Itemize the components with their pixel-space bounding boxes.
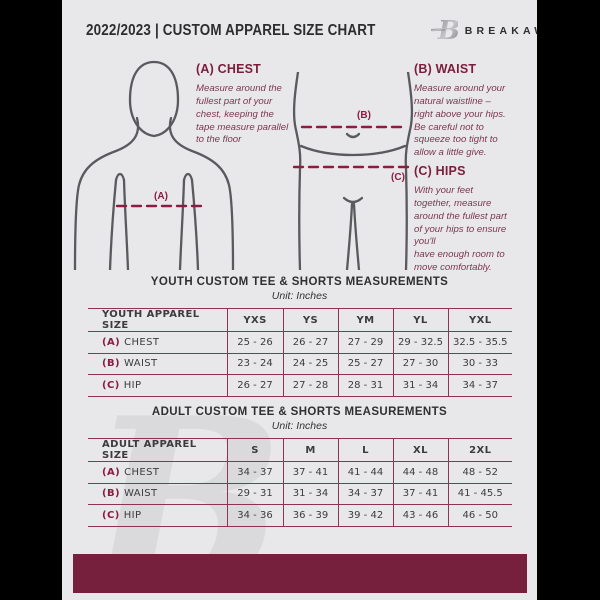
chest-measurement-figure: (A) bbox=[70, 52, 238, 275]
table-row: (C) HIP 26 - 27 27 - 28 28 - 31 31 - 34 3… bbox=[88, 374, 512, 397]
left-shoulder-arm bbox=[73, 116, 140, 272]
brand-lockup: B BREAKAWAY bbox=[430, 15, 537, 48]
adult-header-row: ADULT APPAREL SIZE S M L XL 2XL bbox=[88, 438, 512, 462]
header: 2022/2023 | CUSTOM APPAREL SIZE CHART B … bbox=[86, 16, 537, 46]
youth-size-table: YOUTH APPAREL SIZE YXS YS YM YL YXL (A) C… bbox=[88, 308, 512, 397]
right-torso-leg bbox=[404, 70, 414, 272]
table-row: (C) HIP 34 - 36 36 - 39 39 - 42 43 - 46 4… bbox=[88, 504, 512, 527]
table-row: (B) WAIST 29 - 31 31 - 34 34 - 37 37 - 41… bbox=[88, 483, 512, 505]
adult-table-title: ADULT CUSTOM TEE & SHORTS MEASUREMENTS bbox=[151, 406, 448, 418]
page-title: 2022/2023 | CUSTOM APPAREL SIZE CHART bbox=[86, 22, 376, 39]
svg-text:B: B bbox=[437, 16, 458, 43]
hips-heading: (C) HIPS bbox=[414, 164, 466, 178]
table-row: (A) CHEST 25 - 26 26 - 27 27 - 29 29 - 32… bbox=[88, 331, 512, 354]
table-row: (B) WAIST 23 - 24 24 - 25 25 - 27 27 - 30… bbox=[88, 353, 512, 375]
adult-table-unit: Unit: Inches bbox=[271, 420, 328, 432]
breakaway-logo-icon: B bbox=[430, 15, 460, 48]
chest-heading: (A) CHEST bbox=[196, 62, 261, 76]
size-chart-page: B 2022/2023 | CUSTOM APPAREL SIZE CHART … bbox=[62, 0, 537, 600]
adult-size-col-header: ADULT APPAREL SIZE bbox=[88, 438, 227, 462]
waist-heading: (B) WAIST bbox=[414, 62, 477, 76]
hips-instruction: (C) HIPS With your feet together, measur… bbox=[414, 164, 536, 275]
right-shoulder-arm bbox=[168, 116, 235, 272]
youth-section-header: YOUTH CUSTOM TEE & SHORTS MEASUREMENTS U… bbox=[62, 276, 537, 302]
brand-name: BREAKAWAY bbox=[464, 25, 537, 37]
youth-size-col-header: YOUTH APPAREL SIZE bbox=[88, 308, 227, 332]
head-outline bbox=[128, 60, 180, 138]
youth-header-row: YOUTH APPAREL SIZE YXS YS YM YL YXL bbox=[88, 308, 512, 332]
hips-line-label: (C) bbox=[391, 172, 405, 183]
chest-instruction: (A) CHEST Measure around the fullest par… bbox=[196, 62, 308, 147]
youth-table-unit: Unit: Inches bbox=[271, 290, 328, 302]
hips-body-text: With your feet together, measure around … bbox=[414, 185, 507, 274]
waist-body-text: Measure around your natural waistline – … bbox=[414, 83, 506, 159]
table-row: (A) CHEST 34 - 37 37 - 41 41 - 44 44 - 48… bbox=[88, 461, 512, 484]
chest-line-label: (A) bbox=[154, 191, 168, 202]
adult-size-table: ADULT APPAREL SIZE S M L XL 2XL (A) CHEST… bbox=[88, 438, 512, 527]
waist-line-label: (B) bbox=[357, 110, 371, 121]
waist-hip-measurement-figure: (B) (C) bbox=[288, 70, 418, 275]
adult-section-header: ADULT CUSTOM TEE & SHORTS MEASUREMENTS U… bbox=[62, 406, 537, 432]
footer-accent-bar bbox=[73, 554, 527, 593]
waist-instruction: (B) WAIST Measure around your natural wa… bbox=[414, 62, 532, 160]
youth-table-title: YOUTH CUSTOM TEE & SHORTS MEASUREMENTS bbox=[150, 276, 449, 288]
left-torso-leg bbox=[292, 70, 302, 272]
waistband-curve bbox=[299, 144, 407, 157]
chest-body-text: Measure around the fullest part of your … bbox=[196, 83, 289, 146]
